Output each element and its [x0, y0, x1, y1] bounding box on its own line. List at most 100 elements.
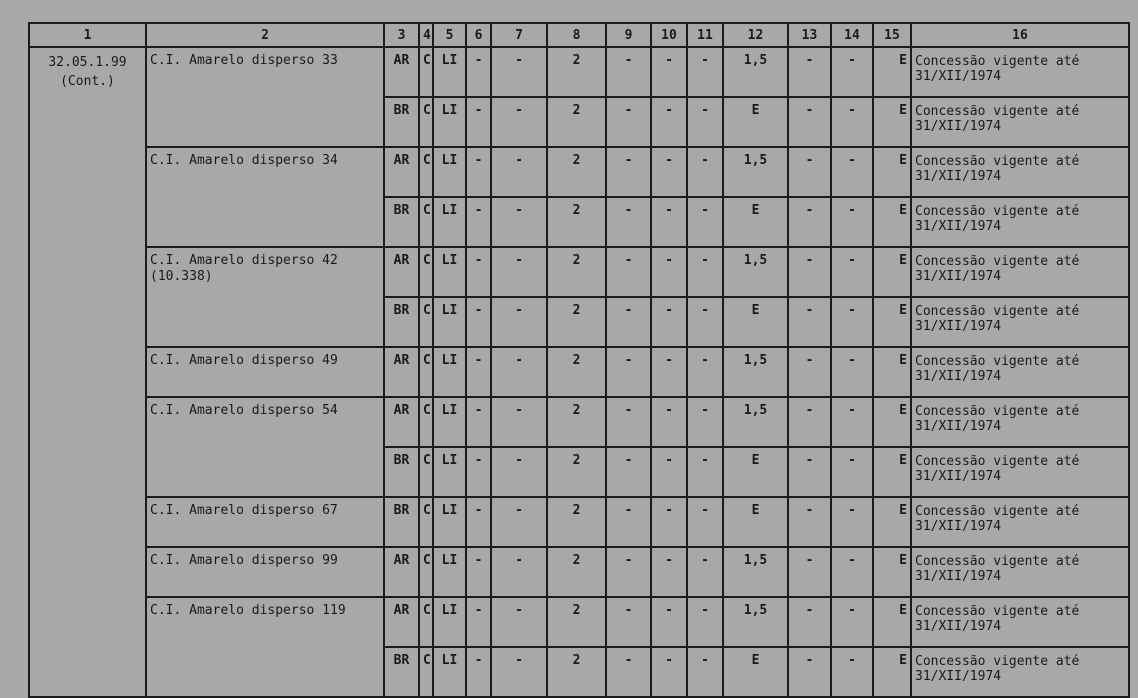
cell-col-14: -: [830, 146, 874, 198]
cell-col-8: 2: [546, 196, 607, 248]
cell-col-15: E: [872, 496, 912, 548]
tariff-code: 32.05.1.99: [48, 55, 127, 70]
cell-col-13: -: [787, 396, 832, 448]
cell-col-3: AR: [383, 246, 420, 298]
column-header-1: 1: [28, 22, 147, 48]
cell-col-9: -: [605, 246, 652, 298]
product-name: C.I. Amarelo disperso 119: [145, 596, 385, 698]
cell-col-12: 1,5: [722, 346, 789, 398]
product-name: C.I. Amarelo disperso 54: [145, 396, 385, 498]
cell-col-7: -: [490, 196, 548, 248]
cell-col-6: -: [465, 146, 492, 198]
table-row: C.I. Amarelo disperso 54 AR C LI - -2- - -1,5- -…: [29, 396, 1130, 498]
cell-col-4: C: [418, 546, 434, 598]
cell-col-11: -: [686, 546, 724, 598]
cell-col-10: -: [650, 146, 688, 198]
remarks-cell: Concessão vigente até 31/XII/1974: [910, 146, 1130, 198]
remarks-cell: Concessão vigente até 31/XII/1974: [910, 346, 1130, 398]
cell-col-9: -: [605, 196, 652, 248]
column-header-8: 8: [546, 22, 607, 48]
cell-col-15: E: [872, 196, 912, 248]
cell-col-12: 1,5: [722, 46, 789, 98]
cell-col-10: -: [650, 346, 688, 398]
cell-col-15: E: [872, 296, 912, 348]
table-row: C.I. Amarelo disperso 99 AR C LI - -2- - -1,5- -…: [29, 546, 1130, 598]
cell-col-15: E: [872, 146, 912, 198]
column-header-5: 5: [432, 22, 467, 48]
cell-col-14: -: [830, 446, 874, 498]
continuation-note: (Cont.): [60, 74, 115, 89]
cell-col-10: -: [650, 196, 688, 248]
column-header-6: 6: [465, 22, 492, 48]
table-row: BR C LI - -2- - - E - - E Concessão vigente até 31/…: [29, 446, 1130, 498]
cell-col-6: -: [465, 546, 492, 598]
remarks-cell: Concessão vigente até 31/XII/1974: [910, 96, 1130, 148]
cell-col-10: -: [650, 96, 688, 148]
cell-col-13: -: [787, 346, 832, 398]
cell-col-7: -: [490, 396, 548, 448]
cell-col-9: -: [605, 96, 652, 148]
cell-col-8: 2: [546, 46, 607, 98]
cell-col-13: -: [787, 196, 832, 248]
cell-col-14: -: [830, 196, 874, 248]
cell-col-12: 1,5: [722, 396, 789, 448]
cell-col-8: 2: [546, 296, 607, 348]
cell-col-10: -: [650, 646, 688, 698]
cell-col-4: C: [418, 496, 434, 548]
cell-col-10: -: [650, 296, 688, 348]
cell-col-3: AR: [383, 346, 420, 398]
cell-col-13: -: [787, 446, 832, 498]
cell-col-9: -: [605, 46, 652, 98]
column-header-3: 3: [383, 22, 420, 48]
cell-col-6: -: [465, 296, 492, 348]
cell-col-5: LI: [432, 246, 467, 298]
cell-col-14: -: [830, 346, 874, 398]
remarks-cell: Concessão vigente até 31/XII/1974: [910, 596, 1130, 648]
product-name: C.I. Amarelo disperso 99: [145, 546, 385, 598]
cell-col-8: 2: [546, 496, 607, 548]
cell-col-11: -: [686, 196, 724, 248]
cell-col-14: -: [830, 546, 874, 598]
cell-col-12: E: [722, 496, 789, 548]
cell-col-11: -: [686, 296, 724, 348]
cell-col-15: E: [872, 46, 912, 98]
cell-col-12: E: [722, 196, 789, 248]
remarks-cell: Concessão vigente até 31/XII/1974: [910, 646, 1130, 698]
cell-col-3: BR: [383, 96, 420, 148]
cell-col-10: -: [650, 246, 688, 298]
cell-col-9: -: [605, 596, 652, 648]
cell-col-15: E: [872, 396, 912, 448]
column-header-11: 11: [686, 22, 724, 48]
cell-col-4: C: [418, 396, 434, 448]
cell-col-5: LI: [432, 46, 467, 98]
cell-col-11: -: [686, 396, 724, 448]
cell-col-3: AR: [383, 46, 420, 98]
table-row: BR C LI - -2- - - E - - E Concessão vigente até 31/…: [29, 296, 1130, 348]
cell-col-7: -: [490, 46, 548, 98]
cell-col-8: 2: [546, 96, 607, 148]
cell-col-12: E: [722, 646, 789, 698]
cell-col-6: -: [465, 246, 492, 298]
cell-col-8: 2: [546, 646, 607, 698]
column-header-7: 7: [490, 22, 548, 48]
cell-col-7: -: [490, 496, 548, 548]
cell-col-6: -: [465, 196, 492, 248]
cell-col-9: -: [605, 446, 652, 498]
table-row: C.I. Amarelo disperso 67 BR C LI - -2- - - E - - E C…: [29, 496, 1130, 548]
column-header-9: 9: [605, 22, 652, 48]
cell-col-4: C: [418, 446, 434, 498]
cell-col-15: E: [872, 246, 912, 298]
table-row: C.I. Amarelo disperso 49 AR C LI - -2- - -1,5- -…: [29, 346, 1130, 398]
table-row: C.I. Amarelo disperso 119 AR C LI - -2- - -1,5-…: [29, 596, 1130, 698]
cell-col-8: 2: [546, 346, 607, 398]
cell-col-3: BR: [383, 646, 420, 698]
cell-col-14: -: [830, 246, 874, 298]
cell-col-6: -: [465, 646, 492, 698]
cell-col-6: -: [465, 446, 492, 498]
cell-col-7: -: [490, 96, 548, 148]
cell-col-4: C: [418, 346, 434, 398]
table-row: BR C LI - -2- - - E - - E Concessão vigente até 31/…: [29, 96, 1130, 148]
cell-col-11: -: [686, 246, 724, 298]
column-header-2: 2: [145, 22, 385, 48]
cell-col-13: -: [787, 96, 832, 148]
